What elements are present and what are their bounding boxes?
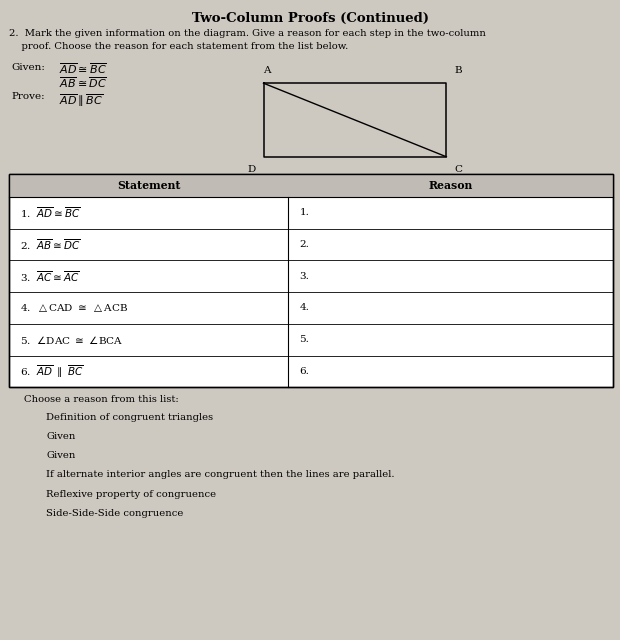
Text: 6.: 6. bbox=[299, 367, 309, 376]
Text: Definition of congruent triangles: Definition of congruent triangles bbox=[46, 413, 214, 422]
Text: 4.  $\triangle$CAD $\cong$ $\triangle$ACB: 4. $\triangle$CAD $\cong$ $\triangle$ACB bbox=[20, 302, 128, 314]
Text: D: D bbox=[247, 165, 255, 174]
Text: Given:: Given: bbox=[11, 63, 45, 72]
Text: 1.  $\overline{AD} \cong \overline{BC}$: 1. $\overline{AD} \cong \overline{BC}$ bbox=[20, 205, 81, 220]
Text: 3.  $\overline{AC} \cong \overline{AC}$: 3. $\overline{AC} \cong \overline{AC}$ bbox=[20, 269, 81, 284]
Text: If alternate interior angles are congruent then the lines are parallel.: If alternate interior angles are congrue… bbox=[46, 470, 395, 479]
Text: $\overline{AB} \cong \overline{DC}$: $\overline{AB} \cong \overline{DC}$ bbox=[59, 76, 107, 90]
Text: Reflexive property of congruence: Reflexive property of congruence bbox=[46, 490, 216, 499]
Text: 2.  $\overline{AB} \cong \overline{DC}$: 2. $\overline{AB} \cong \overline{DC}$ bbox=[20, 237, 81, 252]
Text: Prove:: Prove: bbox=[11, 92, 45, 101]
Bar bbox=[9, 174, 613, 387]
Text: 2.: 2. bbox=[299, 240, 309, 249]
Text: C: C bbox=[454, 165, 463, 174]
Text: 4.: 4. bbox=[299, 303, 309, 312]
Text: 5.: 5. bbox=[299, 335, 309, 344]
Text: A: A bbox=[263, 66, 270, 75]
Text: $\overline{AD} \cong \overline{BC}$: $\overline{AD} \cong \overline{BC}$ bbox=[59, 61, 107, 76]
Text: 1.: 1. bbox=[299, 209, 309, 218]
Text: 5.  $\angle$DAC $\cong$ $\angle$BCA: 5. $\angle$DAC $\cong$ $\angle$BCA bbox=[20, 333, 124, 346]
Text: Given: Given bbox=[46, 432, 76, 441]
Text: Two-Column Proofs (Continued): Two-Column Proofs (Continued) bbox=[192, 12, 428, 24]
Text: 3.: 3. bbox=[299, 272, 309, 281]
Text: Choose a reason from this list:: Choose a reason from this list: bbox=[24, 395, 179, 404]
Text: proof. Choose the reason for each statement from the list below.: proof. Choose the reason for each statem… bbox=[9, 42, 348, 51]
Text: 6.  $\overline{AD}$ $\parallel$ $\overline{BC}$: 6. $\overline{AD}$ $\parallel$ $\overlin… bbox=[20, 363, 84, 380]
Bar bbox=[9, 174, 613, 387]
Text: Given: Given bbox=[46, 451, 76, 460]
Text: Reason: Reason bbox=[428, 180, 472, 191]
Bar bbox=[9, 174, 613, 197]
Text: $\overline{AD} \parallel \overline{BC}$: $\overline{AD} \parallel \overline{BC}$ bbox=[59, 92, 103, 109]
Text: 2.  Mark the given information on the diagram. Give a reason for each step in th: 2. Mark the given information on the dia… bbox=[9, 29, 486, 38]
Text: Side-Side-Side congruence: Side-Side-Side congruence bbox=[46, 509, 184, 518]
Text: Statement: Statement bbox=[117, 180, 180, 191]
Text: B: B bbox=[454, 66, 462, 75]
